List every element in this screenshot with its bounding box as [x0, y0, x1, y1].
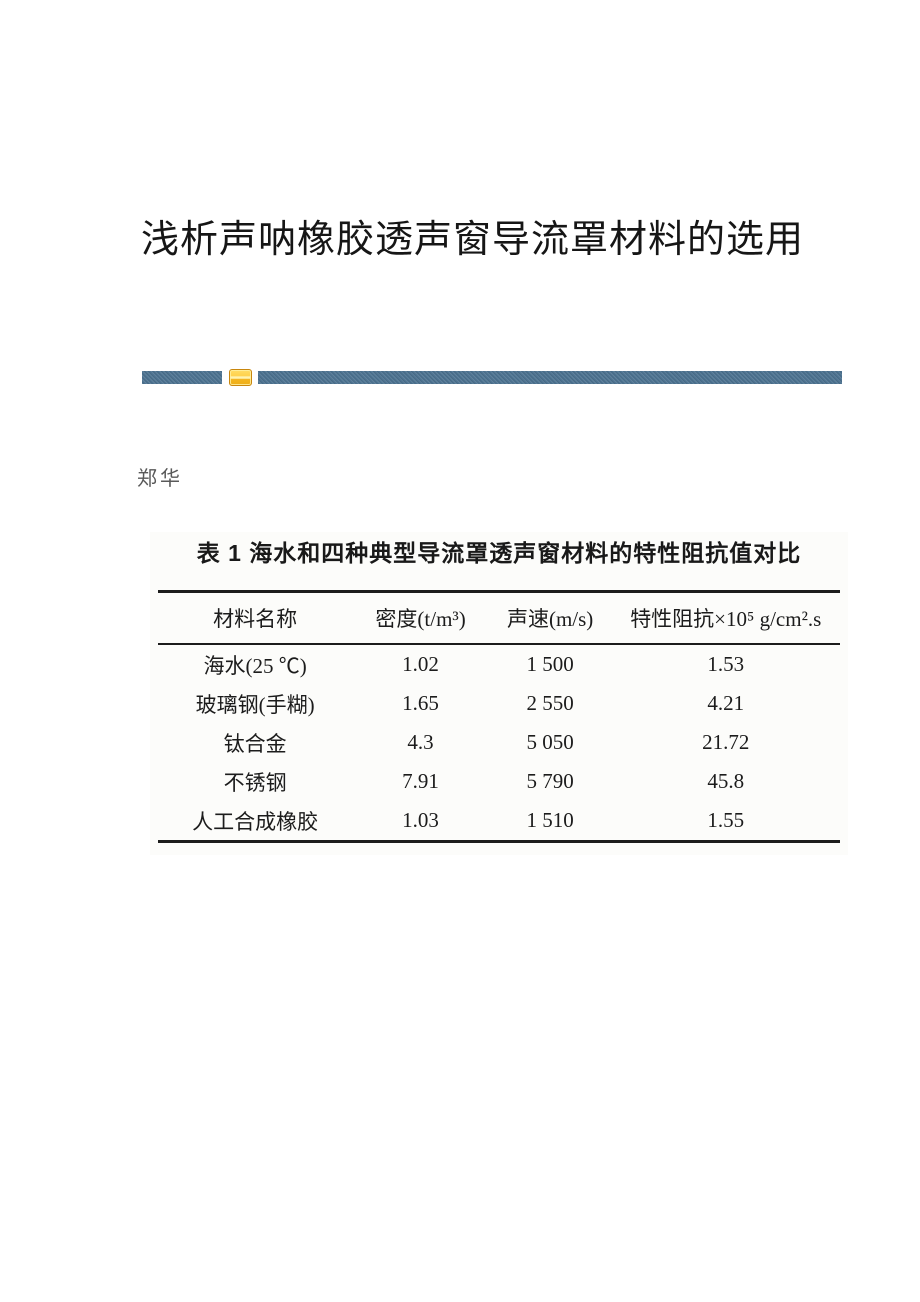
cell-density: 1.02 — [402, 652, 439, 676]
cell-material: 人工合成橡胶 — [192, 809, 319, 834]
author-name: 郑华 — [137, 468, 183, 490]
column-header-material: 材料名称 — [158, 591, 353, 645]
cell-density: 1.65 — [402, 691, 439, 715]
cell-material: 钛合金 — [223, 731, 287, 756]
cell-material: 玻璃钢(手糊) — [195, 692, 315, 717]
cell-material: 海水(25 ℃) — [203, 653, 307, 678]
cell-impedance: 21.72 — [702, 730, 750, 754]
cell-sound-speed: 2 550 — [526, 691, 574, 715]
cell-sound-speed: 5 790 — [526, 769, 574, 793]
cell-impedance: 4.21 — [707, 691, 745, 715]
cell-density: 4.3 — [407, 730, 434, 754]
table-row: 玻璃钢(手糊) 1.65 2 550 4.21 — [158, 684, 840, 723]
cell-density: 7.91 — [402, 769, 439, 793]
section-divider — [142, 367, 842, 388]
column-header-sound-speed: 声速(m/s) — [488, 591, 612, 645]
materials-table: 材料名称 密度(t/m³) 声速(m/s) 特性阻抗×10⁵ g/cm².s 海… — [158, 590, 840, 843]
gold-ornament-icon — [228, 369, 252, 386]
cell-sound-speed: 1 510 — [526, 808, 574, 832]
divider-ornament-gap — [222, 367, 258, 388]
cell-impedance: 1.55 — [707, 808, 745, 832]
table-header-row: 材料名称 密度(t/m³) 声速(m/s) 特性阻抗×10⁵ g/cm².s — [158, 591, 840, 645]
document-title: 浅析声呐橡胶透声窗导流罩材料的选用 — [141, 219, 805, 261]
table-figure: 表 1 海水和四种典型导流罩透声窗材料的特性阻抗值对比 材料名称 密度(t/m³… — [150, 532, 848, 855]
column-header-density: 密度(t/m³) — [352, 591, 489, 645]
cell-material: 不锈钢 — [223, 770, 287, 795]
table-row: 人工合成橡胶 1.03 1 510 1.55 — [158, 801, 840, 842]
table-row: 不锈钢 7.91 5 790 45.8 — [158, 762, 840, 801]
cell-sound-speed: 5 050 — [526, 730, 574, 754]
table-row: 钛合金 4.3 5 050 21.72 — [158, 723, 840, 762]
cell-density: 1.03 — [402, 808, 439, 832]
cell-impedance: 45.8 — [707, 769, 745, 793]
cell-impedance: 1.53 — [707, 652, 745, 676]
table-row: 海水(25 ℃) 1.02 1 500 1.53 — [158, 644, 840, 684]
cell-sound-speed: 1 500 — [526, 652, 574, 676]
column-header-impedance: 特性阻抗×10⁵ g/cm².s — [611, 591, 840, 645]
table-caption: 表 1 海水和四种典型导流罩透声窗材料的特性阻抗值对比 — [196, 540, 802, 566]
divider-bar — [142, 371, 842, 384]
